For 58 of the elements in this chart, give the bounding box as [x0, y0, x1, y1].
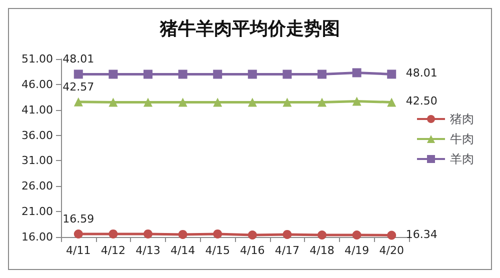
data-label: 16.59: [62, 212, 94, 226]
point: [282, 70, 292, 79]
point: [178, 230, 188, 239]
point: [74, 70, 83, 79]
point: [248, 230, 257, 240]
point: [248, 98, 257, 107]
y-tick-label: 46.00: [22, 78, 53, 91]
point: [387, 98, 396, 107]
point: [352, 96, 362, 106]
data-label: 42.57: [62, 80, 94, 94]
point: [74, 230, 83, 238]
x-tick-label: 4/17: [274, 244, 300, 257]
point: [144, 229, 152, 238]
point: [387, 230, 396, 240]
y-tick-label: 36.00: [22, 128, 53, 142]
point: [178, 98, 188, 107]
y-tick-label: 16.00: [22, 230, 53, 244]
x-tick-label: 4/15: [205, 244, 230, 257]
legend-label: 羊肉: [450, 152, 474, 166]
point: [318, 98, 326, 107]
y-tick-label: 26.00: [22, 180, 53, 193]
y-tick-label: 41.00: [22, 103, 53, 116]
point: [108, 229, 118, 238]
x-tick-label: 4/11: [66, 244, 91, 257]
point: [213, 98, 222, 107]
x-tick-label: 4/14: [170, 244, 196, 257]
point: [108, 98, 118, 107]
point: [318, 230, 326, 240]
legend-label: 猪肉: [450, 112, 474, 126]
point: [213, 229, 222, 238]
point: [387, 70, 396, 79]
data-label: 48.01: [406, 66, 438, 80]
chart-title: 猪牛羊肉平均价走势图: [159, 18, 340, 40]
x-tick-label: 4/20: [379, 244, 404, 257]
point: [318, 70, 326, 79]
legend-label: 牛肉: [450, 132, 474, 146]
point: [74, 97, 83, 106]
point: [213, 70, 222, 79]
y-tick-label: 51.00: [22, 52, 53, 66]
y-tick-label: 21.00: [22, 205, 53, 218]
x-tick-label: 4/18: [310, 244, 334, 257]
x-tick-label: 4/16: [240, 244, 265, 257]
point: [108, 70, 118, 79]
y-tick-label: 31.00: [22, 154, 53, 168]
point: [248, 70, 257, 79]
point: [178, 70, 188, 79]
data-label: 42.50: [406, 94, 438, 108]
point: [352, 68, 362, 78]
data-label: 48.01: [62, 52, 94, 66]
point: [282, 98, 292, 107]
point: [144, 70, 152, 79]
x-tick-label: 4/19: [344, 244, 370, 257]
x-tick-label: 4/12: [100, 244, 126, 257]
point: [352, 230, 362, 240]
data-label: 16.34: [406, 228, 438, 241]
point: [282, 230, 292, 239]
x-tick-label: 4/13: [136, 244, 160, 257]
point: [144, 98, 152, 107]
